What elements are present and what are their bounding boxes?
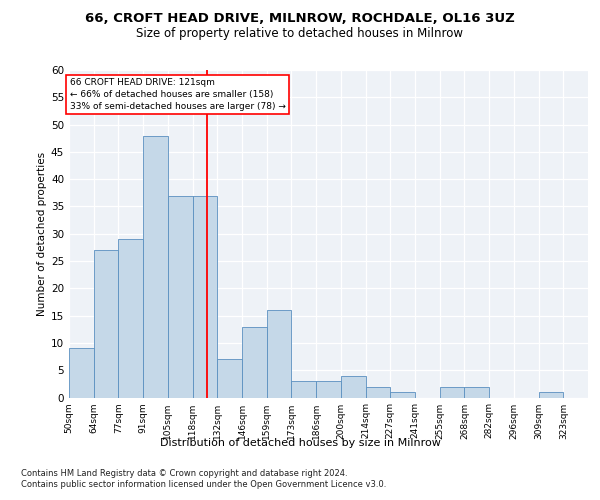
Bar: [193, 196, 217, 398]
Bar: [539, 392, 563, 398]
Text: Contains public sector information licensed under the Open Government Licence v3: Contains public sector information licen…: [21, 480, 386, 489]
Bar: [316, 381, 341, 398]
Bar: [94, 250, 118, 398]
Bar: [168, 196, 193, 398]
Text: Size of property relative to detached houses in Milnrow: Size of property relative to detached ho…: [137, 28, 464, 40]
Bar: [267, 310, 292, 398]
Bar: [242, 326, 267, 398]
Bar: [292, 381, 316, 398]
Bar: [143, 136, 168, 398]
Bar: [464, 386, 489, 398]
Text: 66 CROFT HEAD DRIVE: 121sqm
← 66% of detached houses are smaller (158)
33% of se: 66 CROFT HEAD DRIVE: 121sqm ← 66% of det…: [70, 78, 286, 111]
Bar: [440, 386, 464, 398]
Text: Distribution of detached houses by size in Milnrow: Distribution of detached houses by size …: [160, 438, 440, 448]
Bar: [341, 376, 365, 398]
Bar: [217, 360, 242, 398]
Text: 66, CROFT HEAD DRIVE, MILNROW, ROCHDALE, OL16 3UZ: 66, CROFT HEAD DRIVE, MILNROW, ROCHDALE,…: [85, 12, 515, 26]
Bar: [365, 386, 390, 398]
Bar: [69, 348, 94, 398]
Bar: [118, 239, 143, 398]
Bar: [390, 392, 415, 398]
Y-axis label: Number of detached properties: Number of detached properties: [37, 152, 47, 316]
Text: Contains HM Land Registry data © Crown copyright and database right 2024.: Contains HM Land Registry data © Crown c…: [21, 469, 347, 478]
